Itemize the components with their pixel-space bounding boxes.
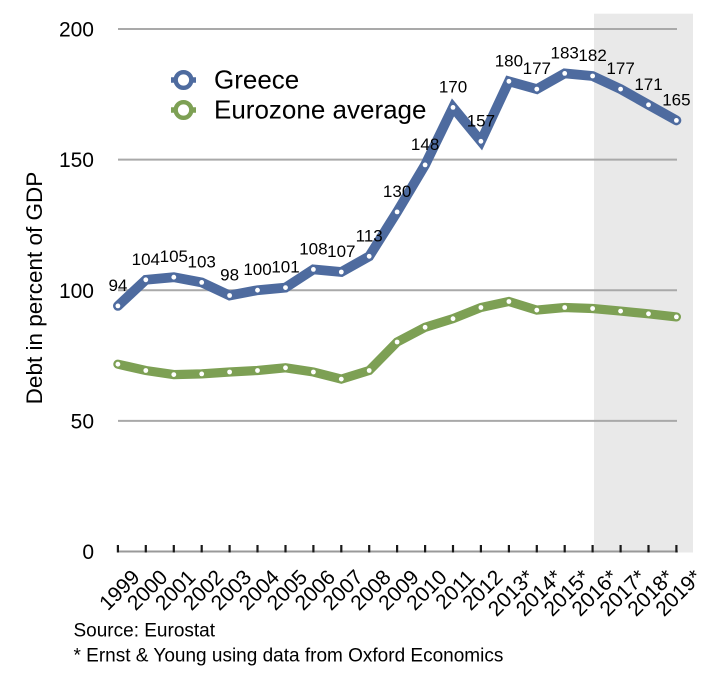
svg-text:94: 94 — [108, 276, 127, 295]
svg-text:171: 171 — [634, 75, 662, 94]
svg-text:183: 183 — [551, 43, 579, 62]
svg-text:177: 177 — [523, 59, 551, 78]
svg-text:Debt in percent of GDP: Debt in percent of GDP — [22, 172, 47, 405]
svg-text:Source: Eurostat: Source: Eurostat — [74, 620, 216, 641]
svg-text:100: 100 — [243, 260, 271, 279]
svg-text:105: 105 — [160, 247, 188, 266]
svg-text:182: 182 — [578, 46, 606, 65]
svg-text:177: 177 — [606, 59, 634, 78]
svg-text:113: 113 — [356, 226, 383, 245]
svg-text:100: 100 — [59, 280, 94, 303]
svg-text:150: 150 — [59, 149, 94, 172]
svg-text:98: 98 — [220, 266, 239, 285]
svg-text:180: 180 — [495, 51, 523, 70]
svg-text:0: 0 — [82, 541, 94, 564]
svg-text:157: 157 — [467, 111, 495, 130]
svg-text:200: 200 — [59, 19, 94, 42]
svg-text:* Ernst & Young using data fro: * Ernst & Young using data from Oxford E… — [74, 645, 504, 666]
svg-text:148: 148 — [411, 135, 439, 154]
svg-text:103: 103 — [188, 252, 216, 271]
svg-text:50: 50 — [71, 410, 94, 433]
svg-text:170: 170 — [439, 77, 467, 96]
svg-text:Greece: Greece — [214, 65, 299, 95]
svg-text:108: 108 — [299, 239, 327, 258]
svg-text:130: 130 — [383, 182, 411, 201]
svg-text:104: 104 — [132, 250, 160, 269]
svg-text:Eurozone average: Eurozone average — [214, 95, 426, 125]
svg-text:101: 101 — [271, 258, 299, 277]
svg-text:165: 165 — [662, 90, 690, 109]
svg-text:107: 107 — [327, 242, 355, 261]
